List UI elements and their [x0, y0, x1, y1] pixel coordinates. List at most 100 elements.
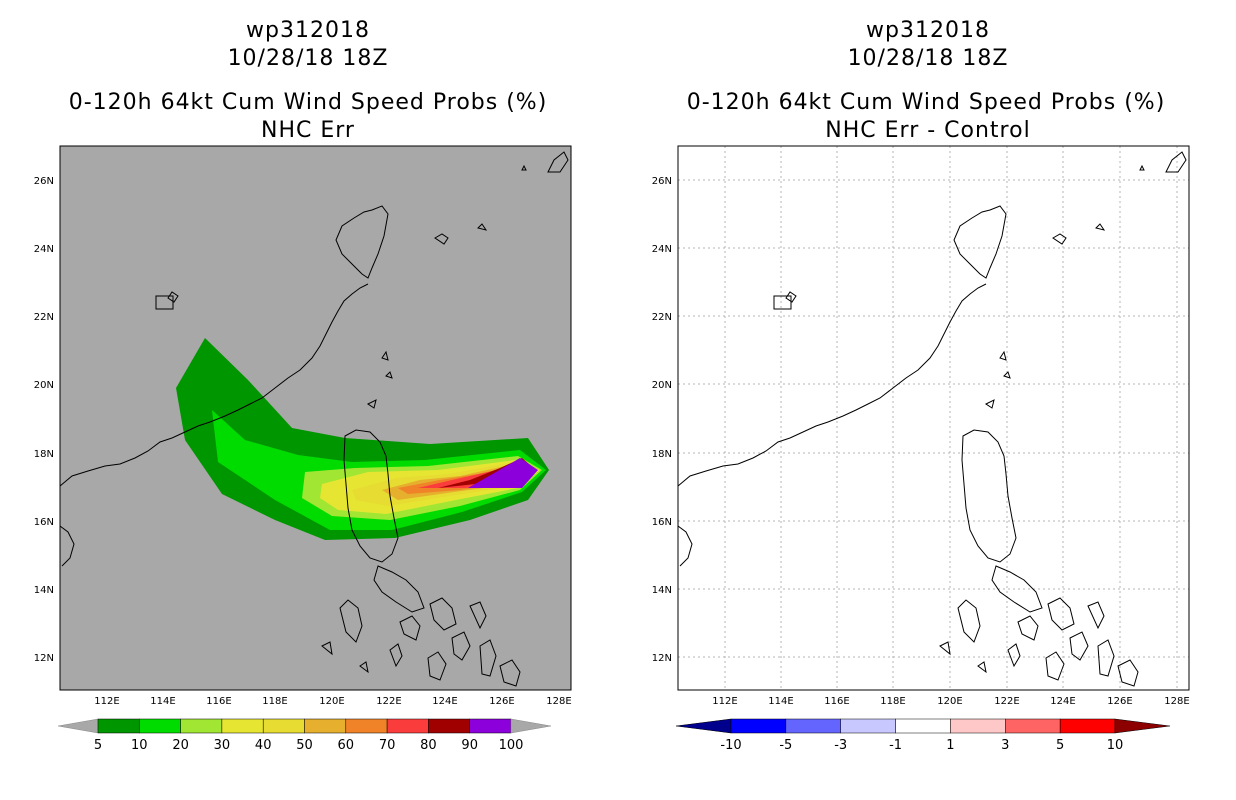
left-colorbar-label: 5: [94, 738, 102, 753]
right-colorbar-segment: [950, 718, 1006, 734]
left-colorbar-segments: [97, 718, 512, 734]
left-colorbar-label: 20: [172, 738, 189, 753]
left-colorbar-segment: [180, 718, 223, 734]
left-colorbar-segment: [345, 718, 388, 734]
right-colorbar-labels: -10 -5 -3 -1 1 3 5 10: [720, 738, 1123, 753]
right-map-background: [678, 146, 1189, 690]
left-lon-label-116E: 116E: [206, 696, 231, 707]
left-map-axes: 112E 114E 116E 118E 120E 122E 124E 126E …: [34, 176, 572, 707]
right-colorbar-label: 5: [1056, 738, 1064, 753]
right-lat-label-12N: 12N: [652, 653, 672, 664]
left-lat-label-26N: 26N: [34, 176, 54, 187]
left-lon-label-124E: 124E: [432, 696, 457, 707]
right-map-axes: 112E 114E 116E 118E 120E 122E 124E 126E …: [652, 176, 1190, 707]
right-lon-label-120E: 120E: [937, 696, 962, 707]
right-title-storm: wp312018: [866, 18, 990, 43]
right-lat-label-20N: 20N: [652, 380, 672, 391]
left-lon-label-126E: 126E: [489, 696, 514, 707]
right-colorbar-low-arrow: [675, 718, 732, 734]
right-lat-label-26N: 26N: [652, 176, 672, 187]
left-colorbar-label: 30: [214, 738, 231, 753]
left-title-date: 10/28/18 18Z: [227, 46, 389, 71]
left-colorbar-segment: [386, 718, 429, 734]
right-lon-label-124E: 124E: [1050, 696, 1075, 707]
left-colorbar-segment: [262, 718, 305, 734]
right-colorbar-segment: [785, 718, 841, 734]
left-lat-label-20N: 20N: [34, 380, 54, 391]
left-colorbar-segment: [97, 718, 140, 734]
right-lat-label-22N: 22N: [652, 312, 672, 323]
left-lon-label-120E: 120E: [319, 696, 344, 707]
left-colorbar-segment: [469, 718, 512, 734]
right-lon-label-112E: 112E: [712, 696, 737, 707]
right-title-product: 0-120h 64kt Cum Wind Speed Probs (%): [686, 90, 1166, 115]
right-colorbar-segment: [1059, 718, 1116, 734]
right-colorbar: -10 -5 -3 -1 1 3 5 10: [675, 718, 1171, 753]
left-lon-label-122E: 122E: [376, 696, 401, 707]
left-lat-label-24N: 24N: [34, 244, 54, 255]
right-lon-label-118E: 118E: [880, 696, 905, 707]
right-colorbar-label: 10: [1107, 738, 1124, 753]
left-colorbar-label: 90: [461, 738, 478, 753]
right-lon-label-116E: 116E: [824, 696, 849, 707]
right-colorbar-segment: [730, 718, 787, 734]
left-colorbar-label: 100: [499, 738, 524, 753]
right-lat-label-24N: 24N: [652, 244, 672, 255]
left-map-background: [60, 146, 571, 690]
right-lon-label-122E: 122E: [994, 696, 1019, 707]
left-colorbar-label: 70: [379, 738, 396, 753]
left-lon-label-118E: 118E: [262, 696, 287, 707]
right-title-date: 10/28/18 18Z: [847, 46, 1009, 71]
right-colorbar-label: -10: [720, 738, 741, 753]
right-colorbar-label: -5: [779, 738, 792, 753]
right-lat-label-18N: 18N: [652, 449, 672, 460]
right-colorbar-label: 3: [1001, 738, 1009, 753]
left-colorbar-segment: [304, 718, 347, 734]
left-lat-label-12N: 12N: [34, 653, 54, 664]
right-map-panel: 112E 114E 116E 118E 120E 122E 124E 126E …: [652, 145, 1190, 753]
left-colorbar-high-arrow: [510, 718, 552, 734]
left-title-storm: wp312018: [246, 18, 370, 43]
left-colorbar-segment: [221, 718, 264, 734]
right-colorbar-label: 1: [946, 738, 954, 753]
right-colorbar-high-arrow: [1114, 718, 1171, 734]
right-lon-label-126E: 126E: [1107, 696, 1132, 707]
left-probability-contours: [60, 151, 569, 687]
left-map-frame: [59, 145, 572, 691]
left-title-product: 0-120h 64kt Cum Wind Speed Probs (%): [68, 90, 548, 115]
right-map-content: [678, 146, 1189, 690]
left-title-subtitle: NHC Err: [261, 118, 355, 143]
right-colorbar-label: -1: [889, 738, 902, 753]
left-lon-label-112E: 112E: [94, 696, 119, 707]
right-colorbar-segment: [1005, 718, 1061, 734]
right-colorbar-label: -3: [834, 738, 847, 753]
left-colorbar-segment: [428, 718, 470, 734]
contour-90: [468, 458, 538, 488]
left-lat-label-22N: 22N: [34, 312, 54, 323]
left-colorbar-label: 50: [296, 738, 313, 753]
left-colorbar: 5 10 20 30 40 50 60 70 80 90 100: [57, 718, 552, 753]
right-map-frame: [677, 145, 1190, 691]
right-colorbar-segments: [675, 718, 1171, 734]
left-lon-label-114E: 114E: [150, 696, 175, 707]
right-colorbar-segment: [895, 718, 951, 734]
right-colorbar-segment: [840, 718, 896, 734]
left-colorbar-low-arrow: [57, 718, 99, 734]
right-title-subtitle: NHC Err - Control: [825, 118, 1031, 143]
left-map-panel: 112E 114E 116E 118E 120E 122E 124E 126E …: [34, 145, 572, 753]
left-colorbar-label: 60: [338, 738, 355, 753]
left-colorbar-label: 40: [255, 738, 272, 753]
left-colorbar-labels: 5 10 20 30 40 50 60 70 80 90 100: [94, 738, 524, 753]
left-colorbar-segment: [139, 718, 181, 734]
right-lon-label-128E: 128E: [1164, 696, 1189, 707]
left-lat-label-16N: 16N: [34, 517, 54, 528]
right-gridlines: [678, 146, 1189, 690]
left-lat-label-18N: 18N: [34, 449, 54, 460]
right-lat-label-14N: 14N: [652, 585, 672, 596]
right-lon-label-114E: 114E: [768, 696, 793, 707]
left-lat-label-14N: 14N: [34, 585, 54, 596]
left-lon-label-128E: 128E: [546, 696, 571, 707]
left-colorbar-label: 10: [131, 738, 148, 753]
right-lat-label-16N: 16N: [652, 517, 672, 528]
